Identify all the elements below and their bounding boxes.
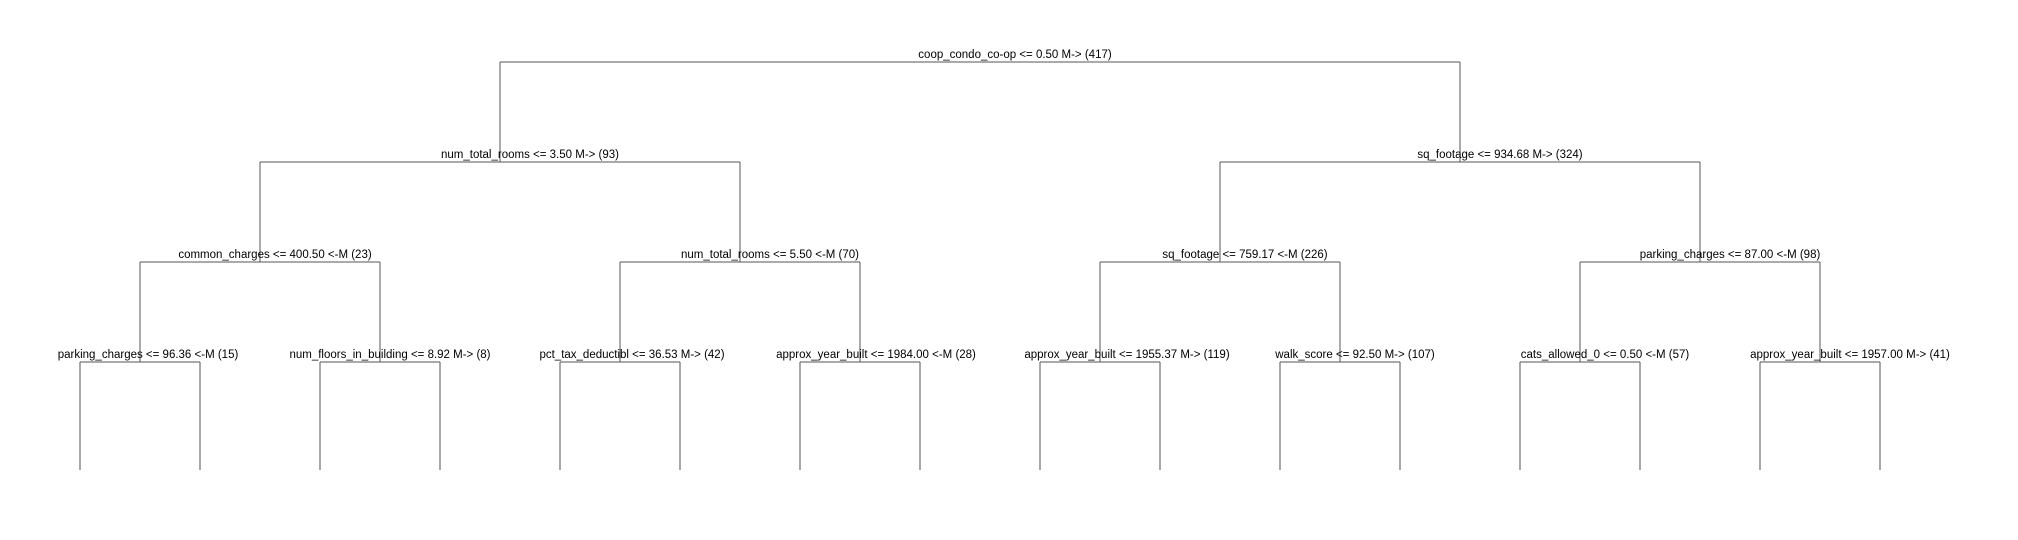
node-label-n-lr: num_total_rooms <= 5.50 <-M (70) [681,249,859,261]
node-label-n-llr: num_floors_in_building <= 8.92 M-> (8) [289,349,490,361]
node-label-n-lll: parking_charges <= 96.36 <-M (15) [58,349,239,361]
node-label-n-ll: common_charges <= 400.50 <-M (23) [178,249,372,261]
node-label-n-lrl: pct_tax_deductibl <= 36.53 M-> (42) [539,349,724,361]
node-label-n-rl: sq_footage <= 759.17 <-M (226) [1162,249,1327,261]
node-label-n-r: sq_footage <= 934.68 M-> (324) [1417,149,1582,161]
node-label-root: coop_condo_co-op <= 0.50 M-> (417) [918,49,1112,61]
node-label-n-rrr: approx_year_built <= 1957.00 M-> (41) [1750,349,1950,361]
node-label-n-rll: approx_year_built <= 1955.37 M-> (119) [1024,349,1229,361]
node-label-n-l: num_total_rooms <= 3.50 M-> (93) [441,149,619,161]
node-label-n-rlr: walk_score <= 92.50 M-> (107) [1274,349,1435,361]
node-label-n-rr: parking_charges <= 87.00 <-M (98) [1640,249,1821,261]
node-label-n-lrr: approx_year_built <= 1984.00 <-M (28) [776,349,976,361]
node-label-n-rrl: cats_allowed_0 <= 0.50 <-M (57) [1521,349,1690,361]
